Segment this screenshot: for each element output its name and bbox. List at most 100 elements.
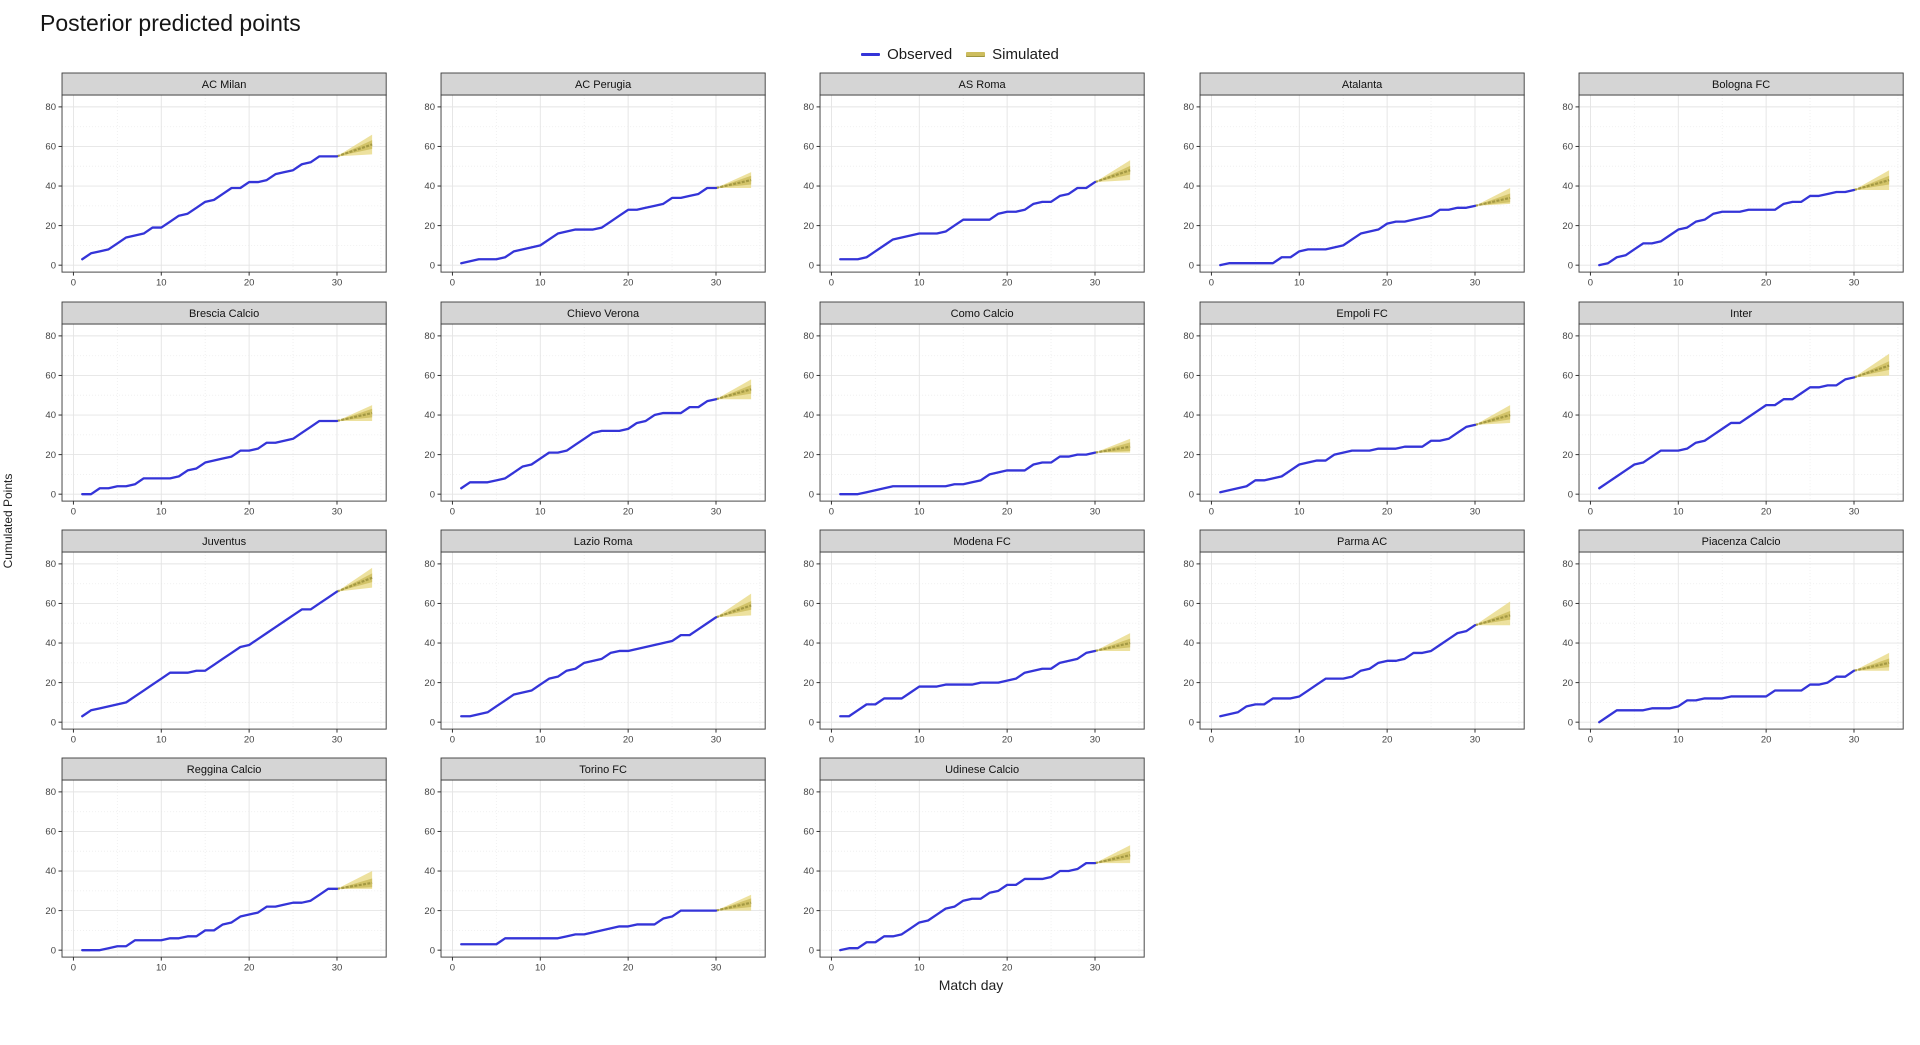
facet-strip-label: Udinese Calcio (946, 764, 1020, 776)
svg-text:0: 0 (1568, 717, 1573, 728)
svg-text:30: 30 (332, 506, 343, 517)
svg-text:20: 20 (1761, 506, 1772, 517)
svg-text:30: 30 (1469, 506, 1480, 517)
svg-text:20: 20 (244, 506, 255, 517)
svg-text:20: 20 (804, 221, 815, 232)
svg-text:10: 10 (914, 506, 925, 517)
svg-text:60: 60 (804, 826, 815, 837)
svg-text:80: 80 (1562, 331, 1573, 342)
svg-text:20: 20 (623, 962, 634, 973)
legend-item-simulated: Simulated (966, 46, 1059, 63)
svg-text:60: 60 (425, 826, 436, 837)
svg-text:30: 30 (1469, 278, 1480, 289)
svg-text:30: 30 (711, 962, 722, 973)
svg-text:0: 0 (51, 489, 56, 500)
svg-text:10: 10 (535, 734, 546, 745)
svg-text:30: 30 (1849, 506, 1860, 517)
svg-text:10: 10 (156, 962, 167, 973)
svg-text:0: 0 (829, 734, 834, 745)
svg-text:0: 0 (809, 717, 814, 728)
legend-item-observed: Observed (861, 46, 952, 63)
facet-strip-label: AC Milan (202, 79, 247, 91)
observed-line-swatch-icon (861, 52, 881, 56)
svg-text:0: 0 (51, 945, 56, 956)
svg-text:0: 0 (1568, 489, 1573, 500)
facet-atalanta: Atalanta 0 20 40 60 80 0 10 20 30 (1172, 72, 1529, 290)
svg-text:0: 0 (1568, 261, 1573, 272)
svg-text:10: 10 (535, 506, 546, 517)
facet-plot-atalanta: Atalanta 0 20 40 60 80 0 10 20 30 (1183, 72, 1525, 289)
svg-text:0: 0 (1588, 278, 1593, 289)
svg-text:40: 40 (425, 410, 436, 421)
svg-text:30: 30 (711, 506, 722, 517)
facet-plot-ac-milan: AC Milan 0 20 40 60 80 0 10 20 30 (45, 72, 387, 289)
facet-torino-fc: Torino FC 0 20 40 60 80 0 10 20 30 (413, 757, 770, 975)
svg-text:20: 20 (1381, 734, 1392, 745)
svg-text:60: 60 (1562, 598, 1573, 609)
svg-text:20: 20 (244, 278, 255, 289)
facet-plot-empoli-fc: Empoli FC 0 20 40 60 80 0 10 20 30 (1183, 301, 1525, 517)
facet-strip-label: Brescia Calcio (189, 308, 259, 320)
svg-text:60: 60 (804, 598, 815, 609)
svg-text:40: 40 (804, 638, 815, 649)
svg-text:0: 0 (1188, 261, 1193, 272)
svg-text:0: 0 (1588, 734, 1593, 745)
svg-text:80: 80 (1562, 103, 1573, 114)
facet-strip-label: Reggina Calcio (187, 764, 262, 776)
svg-text:0: 0 (450, 962, 455, 973)
facet-plot-juventus: Juventus 0 20 40 60 80 0 10 20 30 (45, 529, 387, 745)
facet-plot-bologna-fc: Bologna FC 0 20 40 60 80 0 10 20 30 (1562, 72, 1904, 289)
facet-como-calcio: Como Calcio 0 20 40 60 80 0 10 20 30 (792, 301, 1149, 519)
svg-text:0: 0 (809, 489, 814, 500)
facet-plot-reggina-calcio: Reggina Calcio 0 20 40 60 80 0 10 20 30 (45, 757, 387, 973)
svg-text:40: 40 (45, 638, 56, 649)
svg-text:10: 10 (914, 962, 925, 973)
facet-modena-fc: Modena FC 0 20 40 60 80 0 10 20 30 (792, 529, 1149, 747)
svg-text:0: 0 (51, 261, 56, 272)
facet-strip-label: Atalanta (1342, 79, 1383, 91)
svg-text:80: 80 (45, 787, 56, 798)
facet-strip-label: Piacenza Calcio (1701, 536, 1780, 548)
svg-text:30: 30 (1090, 506, 1101, 517)
svg-text:60: 60 (425, 370, 436, 381)
svg-text:80: 80 (1183, 331, 1194, 342)
svg-text:30: 30 (1469, 734, 1480, 745)
svg-text:80: 80 (1183, 103, 1194, 114)
svg-text:30: 30 (711, 734, 722, 745)
svg-text:0: 0 (809, 945, 814, 956)
svg-text:20: 20 (425, 221, 436, 232)
svg-text:40: 40 (804, 410, 815, 421)
svg-text:80: 80 (1562, 559, 1573, 570)
facet-as-roma: AS Roma 0 20 40 60 80 0 10 20 30 (792, 72, 1149, 290)
facet-strip-label: Inter (1730, 308, 1752, 320)
svg-text:0: 0 (809, 261, 814, 272)
svg-text:0: 0 (450, 506, 455, 517)
svg-text:10: 10 (914, 734, 925, 745)
svg-text:80: 80 (804, 331, 815, 342)
svg-text:10: 10 (535, 962, 546, 973)
svg-text:30: 30 (332, 278, 343, 289)
facet-plot-ac-perugia: AC Perugia 0 20 40 60 80 0 10 20 30 (425, 72, 766, 289)
legend-label-observed: Observed (887, 45, 953, 63)
svg-text:30: 30 (332, 962, 343, 973)
facet-plot-as-roma: AS Roma 0 20 40 60 80 0 10 20 30 (804, 72, 1146, 289)
svg-text:20: 20 (804, 677, 815, 688)
svg-text:60: 60 (804, 370, 815, 381)
svg-text:80: 80 (45, 559, 56, 570)
svg-text:20: 20 (1183, 221, 1194, 232)
svg-text:20: 20 (45, 906, 56, 917)
svg-text:40: 40 (1183, 182, 1194, 193)
svg-text:20: 20 (1562, 449, 1573, 460)
svg-text:0: 0 (829, 278, 834, 289)
facet-grid: AC Milan 0 20 40 60 80 0 10 20 30 AC Perugia 0 20 40 6… (34, 72, 1908, 974)
svg-text:20: 20 (1002, 506, 1013, 517)
svg-text:80: 80 (804, 787, 815, 798)
svg-text:20: 20 (425, 906, 436, 917)
svg-text:30: 30 (332, 734, 343, 745)
svg-text:60: 60 (1562, 370, 1573, 381)
svg-text:60: 60 (1183, 142, 1194, 153)
facet-reggina-calcio: Reggina Calcio 0 20 40 60 80 0 10 20 30 (34, 757, 391, 975)
svg-text:20: 20 (1183, 677, 1194, 688)
svg-text:30: 30 (1090, 734, 1101, 745)
svg-text:20: 20 (1562, 677, 1573, 688)
